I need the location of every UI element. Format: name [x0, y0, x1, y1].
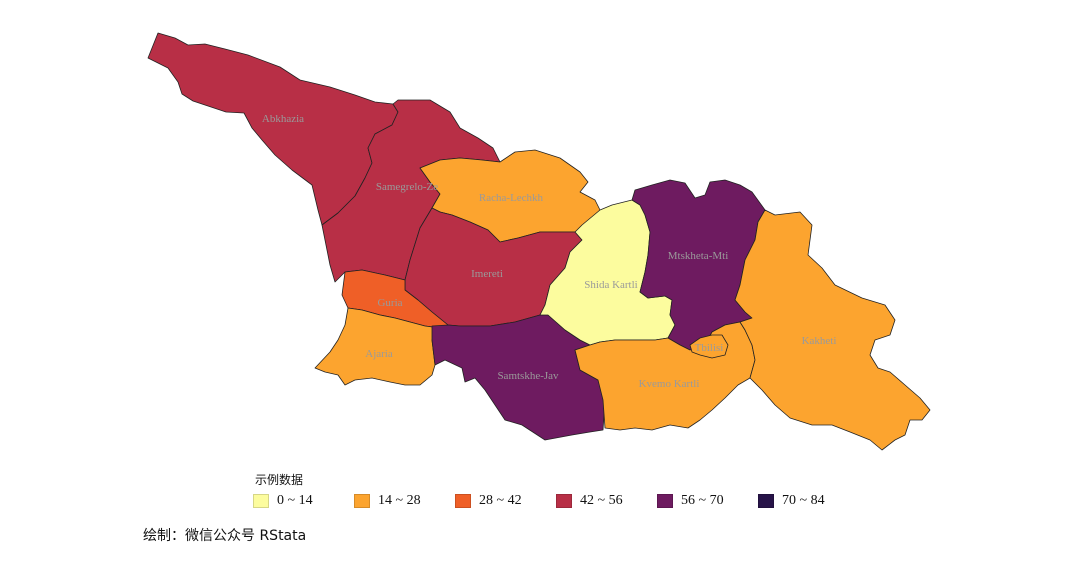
legend-swatch: [556, 494, 572, 508]
legend-item: 56 ~ 70: [657, 493, 758, 509]
legend-title: 示例数据: [255, 473, 304, 487]
legend-swatch: [253, 494, 269, 508]
legend-label: 0 ~ 14: [277, 493, 313, 508]
label-shida-kartli: Shida Kartli: [584, 279, 637, 291]
label-racha: Racha-Lechkh: [479, 192, 544, 204]
region-tbilisi: [689, 334, 729, 359]
source-caption: 绘制：微信公众号 RStata: [143, 528, 307, 544]
legend-item: 0 ~ 14: [253, 493, 354, 509]
label-abkhazia: Abkhazia: [262, 113, 304, 125]
legend-swatch: [657, 494, 673, 508]
legend-swatch: [354, 494, 370, 508]
label-samegrelo: Samegrelo-Ze: [376, 181, 438, 193]
legend-label: 56 ~ 70: [681, 493, 724, 508]
label-guria: Guria: [377, 297, 402, 309]
label-kakheti: Kakheti: [802, 335, 837, 347]
legend-item: 14 ~ 28: [354, 493, 455, 509]
map-legend: 示例数据 0 ~ 14 14 ~ 28 28 ~ 42 42 ~ 56 56 ~…: [253, 471, 859, 509]
label-ajaria: Ajaria: [365, 348, 393, 360]
legend-swatch: [455, 494, 471, 508]
legend-label: 14 ~ 28: [378, 493, 421, 508]
label-samtskhe: Samtskhe-Jav: [497, 370, 559, 382]
label-mtskheta: Mtskheta-Mti: [668, 250, 729, 262]
legend-item: 70 ~ 84: [758, 493, 859, 509]
region-samtskhe-javakheti: [431, 314, 606, 441]
legend-label: 70 ~ 84: [782, 493, 825, 508]
legend-item: 28 ~ 42: [455, 493, 556, 509]
label-tbilisi: Tbilisi: [695, 342, 724, 354]
region-ajaria: [314, 307, 441, 386]
label-imereti: Imereti: [471, 268, 503, 280]
legend-swatch: [758, 494, 774, 508]
legend-label: 28 ~ 42: [479, 493, 522, 508]
legend-item: 42 ~ 56: [556, 493, 657, 509]
region-kakheti: [734, 209, 931, 451]
legend-label: 42 ~ 56: [580, 493, 623, 508]
label-kvemo-kartli: Kvemo Kartli: [639, 378, 700, 390]
